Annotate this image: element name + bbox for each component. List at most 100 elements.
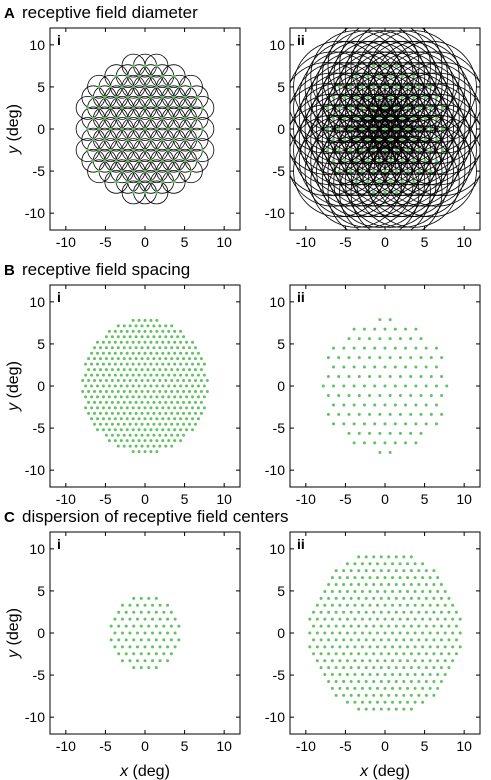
center-point (421, 562, 425, 566)
center-point (160, 74, 164, 78)
center-point (428, 617, 432, 621)
center-point (166, 659, 170, 663)
center-point (315, 603, 319, 607)
center-point (362, 441, 366, 445)
center-point (394, 610, 398, 614)
center-point (158, 324, 162, 328)
center-point (435, 138, 439, 142)
center-point (379, 569, 383, 573)
center-point (364, 624, 368, 628)
center-point (404, 384, 408, 388)
y-tick-label: 0 (37, 378, 45, 394)
x-tick-label: -5 (339, 491, 352, 507)
center-point (378, 393, 382, 397)
section-letter: B (4, 262, 15, 279)
center-point (368, 589, 372, 593)
center-point (354, 138, 358, 142)
center-point (170, 444, 174, 448)
center-point (364, 679, 368, 683)
center-point (143, 384, 147, 388)
center-point (179, 417, 183, 421)
y-tick-label: 5 (277, 336, 285, 352)
center-point (421, 631, 425, 635)
center-point (357, 356, 361, 360)
center-point (128, 411, 132, 415)
center-point (134, 389, 138, 393)
panel-B-ii: -10 -10 -5 -5 0 0 5 5 10 10 ii (265, 284, 481, 507)
center-point (110, 335, 114, 339)
center-point (424, 679, 428, 683)
center-point (119, 439, 123, 443)
center-point (454, 638, 458, 642)
center-point (434, 422, 438, 426)
center-point (173, 617, 177, 621)
center-point (338, 645, 342, 649)
x-tick-label: -5 (99, 738, 112, 754)
center-point (116, 335, 120, 339)
receptive-field-centers (321, 318, 449, 454)
x-tick-label: -10 (296, 234, 316, 250)
center-point (342, 365, 346, 369)
center-point (424, 624, 428, 628)
panel-label: ii (297, 32, 305, 48)
center-point (409, 707, 413, 711)
x-tick-label: 0 (141, 738, 149, 754)
center-point (379, 555, 383, 559)
center-point (458, 645, 462, 649)
center-point (447, 638, 451, 642)
center-point (164, 444, 168, 448)
center-point (167, 395, 171, 399)
center-point (393, 365, 397, 369)
center-point (406, 169, 410, 173)
center-point (104, 357, 108, 361)
center-point (428, 673, 432, 677)
center-point (104, 346, 108, 350)
center-point (97, 106, 101, 110)
center-point (131, 395, 135, 399)
center-point (383, 589, 387, 593)
center-point (161, 362, 165, 366)
center-point (332, 403, 336, 407)
center-point (179, 329, 183, 333)
center-point (402, 666, 406, 670)
center-point (131, 329, 135, 333)
center-point (394, 666, 398, 670)
center-point (137, 340, 141, 344)
center-point (143, 631, 147, 635)
center-point (406, 686, 410, 690)
center-point (330, 659, 334, 663)
center-point (173, 351, 177, 355)
x-tick-label: -5 (339, 234, 352, 250)
center-point (379, 707, 383, 711)
center-point (326, 106, 330, 110)
center-point (137, 351, 141, 355)
center-point (332, 365, 336, 369)
center-point (447, 596, 451, 600)
center-point (342, 610, 346, 614)
center-point (195, 95, 199, 99)
center-point (357, 375, 361, 379)
center-point (119, 395, 123, 399)
center-point (387, 624, 391, 628)
center-point (140, 335, 144, 339)
center-point (84, 384, 88, 388)
center-point (436, 589, 440, 593)
center-point (114, 138, 118, 142)
center-point (319, 666, 323, 670)
center-point (334, 638, 338, 642)
center-point (436, 659, 440, 663)
center-point (185, 428, 189, 432)
center-point (366, 74, 370, 78)
center-point (308, 645, 312, 649)
center-point (417, 127, 421, 131)
center-point (330, 686, 334, 690)
center-point (173, 631, 177, 635)
center-point (117, 638, 121, 642)
center-point (140, 357, 144, 361)
center-point (364, 707, 368, 711)
center-point (436, 576, 440, 580)
center-point (122, 368, 126, 372)
center-point (185, 373, 189, 377)
center-point (179, 340, 183, 344)
center-point (434, 403, 438, 407)
